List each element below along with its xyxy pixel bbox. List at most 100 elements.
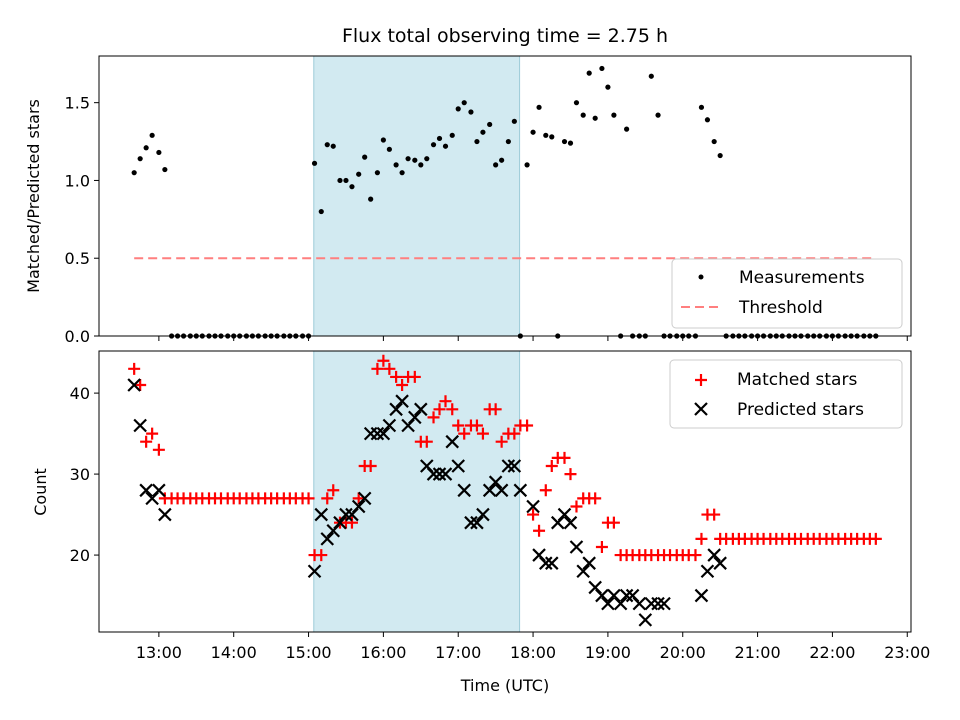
y-tick-label: 1.5 [65,94,90,113]
predicted-star-marker [694,588,709,603]
predicted-star-marker [158,507,172,522]
matched-star-marker [869,532,882,545]
matched-star-marker [527,508,540,521]
measurement-point [580,112,586,118]
matched-star-marker [476,427,489,440]
matched-star-marker [545,459,558,472]
matched-stars-points [128,354,882,562]
predicted-star-marker [408,410,422,425]
y-tick-label: 1.0 [65,171,90,190]
y-tick-label: 40 [70,384,90,403]
matched-star-marker [396,379,409,392]
measurement-point [499,157,505,163]
predicted-star-marker [488,475,503,489]
predicted-star-marker [357,491,372,506]
top-panel: Flux total observing time = 2.75 h Match… [24,25,912,346]
measurement-point [530,129,536,135]
matched-star-marker [470,419,483,432]
x-tick-label: 17:00 [435,643,481,662]
predicted-star-marker [445,434,460,449]
measurement-point [449,132,455,138]
measurement-point [412,157,418,163]
x-tick-label: 20:00 [660,643,706,662]
x-tick-label: 16:00 [360,643,406,662]
matched-star-marker [533,524,546,537]
matched-star-marker [508,427,521,440]
measurement-point [343,177,349,184]
matched-legend-marker [695,374,707,386]
measurement-point [430,142,437,148]
predicted-star-marker [700,564,715,579]
matched-star-marker [152,443,165,456]
measurement-point [386,146,392,152]
measurement-point [318,208,324,215]
measurement-point [356,171,362,177]
matched-star-marker [695,532,708,545]
matched-star-marker [458,427,471,440]
predicted-star-marker [351,499,366,514]
measurement-point [711,138,717,145]
predicted-star-marker [389,402,403,417]
measurement-point [311,160,318,166]
predicted-star-marker [494,483,509,498]
predicted-star-marker [569,540,584,554]
predicted-star-marker [476,507,490,522]
matched-star-marker [345,516,358,529]
top-plot-frame [98,55,912,337]
predicted-star-marker [152,483,166,498]
predicted-star-marker [713,556,727,570]
predicted-star-marker [470,515,484,530]
measurement-point [374,170,380,176]
matched-star-marker [146,427,159,440]
measurement-point [655,112,661,118]
measurement-point [624,126,630,132]
predicted-star-marker [539,556,553,570]
measurement-point [393,162,399,168]
x-tick-label: 23:00 [884,643,930,662]
measurement-point [162,166,168,173]
top-y-ticks: 0.0 0.5 1.0 1.5 [65,94,99,346]
predicted-star-marker [432,467,447,481]
measurement-point [511,118,517,124]
top-legend-box [671,258,903,329]
predicted-star-marker [320,532,335,546]
predicted-star-marker [370,426,385,441]
matched-star-marker [321,492,334,505]
matched-star-marker [521,419,534,432]
measurement-point [418,162,424,168]
matched-star-marker [433,403,446,416]
predicted-star-marker [457,483,471,498]
x-tick-label: 21:00 [735,643,781,662]
measurement-point [648,73,654,79]
predicted-star-marker [507,459,522,473]
measurement-point [611,112,617,118]
matched-star-marker [315,549,328,562]
measurement-point [561,138,568,145]
measurement-point [505,138,511,145]
measurement-point [131,170,137,176]
matched-star-marker [134,379,147,392]
measurement-point [137,156,143,162]
measurement-point [156,149,162,156]
measurement-point [567,140,574,146]
predicted-star-marker [395,394,409,408]
predicted-star-marker [464,515,478,530]
measurement-point [149,132,155,138]
measurement-point [549,134,555,140]
matched-star-marker [408,370,421,383]
predicted-star-marker [707,548,721,562]
x-axis-label: Time (UTC) [460,676,549,695]
y-tick-label: 30 [70,465,90,484]
measurement-point [442,143,449,149]
matched-star-marker [708,508,721,521]
measurement-point [424,156,430,162]
measurement-point [717,152,723,159]
matched-star-marker [595,540,608,553]
matched-star-marker [128,362,141,375]
measurement-point [474,138,480,145]
matched-star-marker [364,459,377,472]
top-legend: Measurements Threshold [671,258,903,329]
matched-star-marker [689,549,702,562]
